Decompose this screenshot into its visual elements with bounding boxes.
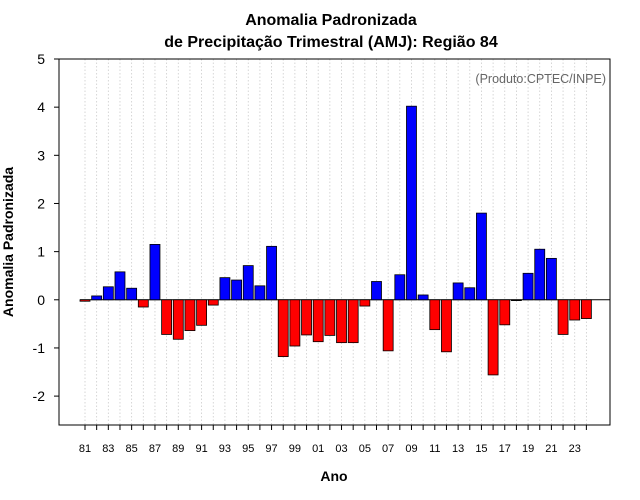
bar bbox=[452, 282, 464, 301]
y-axis-label: Anomalia Padronizada bbox=[0, 167, 16, 317]
x-tick-label: 81 bbox=[79, 443, 91, 455]
bar bbox=[312, 299, 324, 343]
bar bbox=[569, 299, 581, 321]
x-tick-label: 87 bbox=[149, 443, 161, 455]
x-tick-label: 03 bbox=[335, 443, 347, 455]
x-tick-label: 93 bbox=[219, 443, 231, 455]
bar bbox=[79, 299, 91, 302]
bar bbox=[324, 299, 336, 336]
bar bbox=[394, 274, 406, 301]
bar bbox=[511, 299, 522, 301]
bar bbox=[137, 299, 149, 308]
x-tick-label: 13 bbox=[452, 443, 464, 455]
bar bbox=[242, 265, 254, 301]
bar bbox=[441, 299, 452, 353]
y-tick-label: 2 bbox=[37, 195, 45, 211]
bar bbox=[91, 295, 103, 301]
bar bbox=[219, 277, 231, 301]
x-tick-label: 97 bbox=[265, 443, 277, 455]
bar bbox=[371, 281, 382, 301]
bar bbox=[417, 294, 429, 301]
grid-lines bbox=[84, 59, 587, 425]
x-tick-label: 89 bbox=[172, 443, 184, 455]
y-tick-label: 1 bbox=[37, 244, 45, 260]
x-tick-label: 83 bbox=[102, 443, 114, 455]
x-tick-label: 85 bbox=[126, 443, 138, 455]
y-tick-label: 3 bbox=[37, 147, 45, 163]
bar bbox=[231, 279, 242, 301]
bar bbox=[172, 299, 184, 340]
y-tick-label: 0 bbox=[37, 292, 45, 308]
x-tick-label: 05 bbox=[359, 443, 371, 455]
bar bbox=[464, 287, 476, 301]
bar bbox=[359, 299, 371, 307]
bar bbox=[522, 272, 534, 301]
bars bbox=[79, 105, 592, 376]
bar bbox=[149, 244, 161, 301]
x-tick-label: 15 bbox=[475, 443, 487, 455]
bar bbox=[546, 257, 557, 301]
y-tick-label: 4 bbox=[37, 99, 45, 115]
x-axis: 81 83 85 87 89 91 93 95 97 99 01 03 05 07 09 11 13 15 17 19… bbox=[79, 425, 587, 455]
bar bbox=[476, 212, 487, 301]
bar bbox=[254, 285, 266, 301]
bar bbox=[487, 299, 499, 376]
y-tick-label: -1 bbox=[33, 340, 46, 356]
x-axis-label: Ano bbox=[320, 468, 347, 484]
bar bbox=[161, 299, 173, 335]
x-tick-label: 91 bbox=[195, 443, 207, 455]
y-axis: -2 -1 0 1 2 3 4 5 bbox=[33, 51, 59, 404]
bar bbox=[289, 299, 301, 347]
bar bbox=[126, 287, 138, 301]
chart-title-line-1: Anomalia Padronizada bbox=[245, 12, 417, 29]
bar bbox=[102, 286, 114, 301]
bar bbox=[534, 248, 546, 301]
bar bbox=[429, 299, 441, 331]
x-tick-label: 17 bbox=[499, 443, 511, 455]
bar bbox=[382, 299, 394, 352]
bar bbox=[277, 299, 289, 358]
x-tick-label: 11 bbox=[429, 443, 440, 455]
x-tick-label: 07 bbox=[382, 443, 394, 455]
bar bbox=[196, 299, 208, 326]
x-tick-label: 95 bbox=[242, 443, 254, 455]
x-tick-label: 21 bbox=[545, 443, 557, 455]
x-tick-label: 99 bbox=[289, 443, 301, 455]
bar bbox=[266, 245, 277, 301]
bar bbox=[406, 105, 417, 301]
bar bbox=[499, 299, 511, 326]
bar bbox=[347, 299, 359, 344]
x-tick-label: 01 bbox=[312, 443, 324, 455]
x-tick-label: 23 bbox=[569, 443, 581, 455]
bar bbox=[207, 299, 219, 306]
bar bbox=[580, 299, 592, 319]
bar bbox=[557, 299, 569, 335]
chart-title-line-2: de Precipitação Trimestral (AMJ): Região… bbox=[164, 34, 498, 51]
bar bbox=[184, 299, 196, 332]
y-tick-label: 5 bbox=[37, 51, 45, 67]
bar bbox=[114, 271, 126, 301]
x-tick-label: 09 bbox=[405, 443, 417, 455]
bar bbox=[301, 299, 312, 336]
credit-label: (Produto:CPTEC/INPE) bbox=[475, 72, 606, 86]
y-tick-label: -2 bbox=[33, 388, 46, 404]
x-tick-label: 19 bbox=[522, 443, 534, 455]
plot-frame bbox=[58, 58, 611, 426]
bar bbox=[336, 299, 347, 344]
